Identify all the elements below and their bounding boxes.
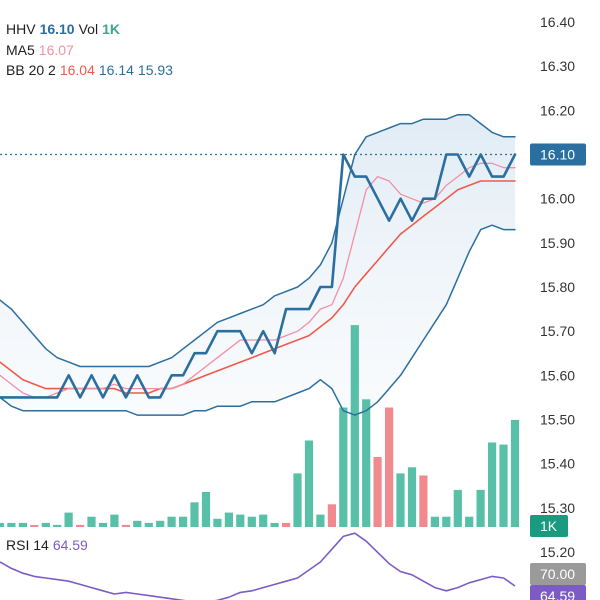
axis-tick-label: 15.60 bbox=[540, 367, 575, 383]
rsi-line bbox=[0, 532, 516, 600]
axis-tick-label: 15.90 bbox=[540, 235, 575, 251]
volume-bar bbox=[270, 522, 279, 527]
volume-bar bbox=[18, 522, 27, 527]
rsi-value-badge: 64.59 bbox=[530, 585, 586, 600]
volume-bar bbox=[41, 522, 50, 527]
legend-ma-value: 16.07 bbox=[38, 42, 74, 58]
price-badge: 16.10 bbox=[530, 143, 586, 166]
legend-vol-label: Vol bbox=[78, 21, 99, 37]
axis-tick-label: 16.30 bbox=[540, 58, 575, 74]
volume-bar bbox=[407, 467, 417, 527]
axis-tick-label: 15.50 bbox=[540, 412, 575, 428]
bollinger-lower-line bbox=[0, 224, 516, 416]
volume-bar bbox=[442, 516, 451, 527]
volume-bar bbox=[396, 473, 405, 527]
volume-bar bbox=[293, 473, 302, 527]
volume-bar bbox=[98, 522, 108, 527]
volume-bar bbox=[190, 502, 199, 527]
volume-bar bbox=[465, 516, 474, 527]
rsi-value-badge-box bbox=[530, 585, 586, 600]
volume-bar bbox=[110, 514, 119, 527]
volume-bar bbox=[87, 516, 96, 527]
bollinger-upper-line bbox=[0, 113, 516, 368]
axis-tick-label: 15.20 bbox=[540, 544, 575, 560]
volume-badge: 1K bbox=[530, 515, 568, 537]
volume-bar bbox=[7, 522, 16, 527]
legend-ma-label: MA5 bbox=[6, 42, 35, 58]
volume-bar bbox=[236, 514, 245, 527]
volume-bar bbox=[213, 518, 222, 527]
axis-background bbox=[515, 0, 600, 600]
axis-tick-label: 16.00 bbox=[540, 191, 575, 207]
volume-bar bbox=[64, 512, 73, 527]
axis-badges: 16.10 1K 70.00 64.59 bbox=[530, 143, 586, 600]
volume-bar bbox=[224, 512, 233, 527]
volume-bar bbox=[133, 520, 142, 527]
volume-bars bbox=[0, 325, 520, 527]
volume-bar bbox=[362, 399, 371, 527]
volume-bar bbox=[327, 504, 336, 527]
legend-vol-value: 1K bbox=[102, 21, 120, 37]
volume-bar bbox=[385, 407, 394, 527]
volume-bar bbox=[179, 516, 188, 527]
bollinger-band-fill bbox=[0, 114, 515, 416]
rsi-level-badge-text: 70.00 bbox=[540, 566, 575, 582]
legend-last-price: 16.10 bbox=[39, 21, 75, 37]
axis-tick-label: 16.40 bbox=[540, 14, 575, 30]
price-line-group bbox=[0, 153, 517, 399]
volume-badge-text: 1K bbox=[540, 518, 558, 534]
volume-bar bbox=[373, 457, 382, 527]
rsi-level-badge-box bbox=[530, 563, 586, 585]
volume-bar bbox=[476, 489, 485, 527]
volume-bar bbox=[339, 407, 348, 527]
legend-row-bb: BB 20 2 16.04 16.14 15.93 bbox=[6, 62, 177, 78]
legend-bb-lower: 16.04 bbox=[59, 62, 95, 78]
volume-bar bbox=[30, 524, 39, 527]
axis-tick-label: 15.30 bbox=[540, 500, 575, 516]
legend-row-price: HHV 16.10 Vol 1K bbox=[6, 21, 124, 37]
volume-bar bbox=[453, 489, 462, 527]
legend-bb-upper: 15.93 bbox=[137, 62, 173, 78]
volume-bar bbox=[53, 524, 62, 527]
volume-bar bbox=[247, 516, 256, 527]
volume-bar bbox=[282, 522, 291, 527]
rsi-panel bbox=[0, 532, 516, 600]
volume-bar bbox=[259, 514, 268, 527]
legend-bb-label: BB 20 2 bbox=[6, 62, 56, 78]
legend-rsi-value: 64.59 bbox=[52, 537, 88, 553]
volume-bar bbox=[167, 516, 176, 527]
volume-bar bbox=[350, 325, 359, 527]
legend-rsi-label: RSI 14 bbox=[6, 537, 49, 553]
price-badge-box bbox=[530, 143, 586, 166]
volume-bar bbox=[430, 516, 439, 527]
volume-bar bbox=[510, 419, 520, 527]
volume-bar bbox=[316, 514, 325, 527]
legend-bb-mid: 16.14 bbox=[98, 62, 134, 78]
bollinger-band-lines bbox=[0, 113, 516, 416]
volume-bar bbox=[419, 475, 428, 527]
rsi-value-badge-text: 64.59 bbox=[540, 588, 575, 600]
volume-bar bbox=[488, 442, 497, 527]
volume-bar bbox=[201, 492, 211, 527]
volume-bar bbox=[144, 522, 153, 527]
axis-tick-label: 16.20 bbox=[540, 102, 575, 118]
volume-bar bbox=[499, 444, 508, 527]
volume-bar bbox=[0, 522, 5, 527]
rsi-level-badge: 70.00 bbox=[530, 563, 586, 585]
legend-symbol: HHV bbox=[6, 21, 36, 37]
price-line bbox=[0, 153, 517, 399]
axis-tick-label: 15.70 bbox=[540, 323, 575, 339]
volume-bar bbox=[76, 524, 85, 527]
volume-bar bbox=[304, 440, 314, 527]
axis-tick-label: 15.40 bbox=[540, 456, 575, 472]
axis-tick-label: 15.80 bbox=[540, 279, 575, 295]
volume-badge-box bbox=[530, 515, 568, 537]
volume-bar bbox=[121, 524, 130, 527]
price-badge-text: 16.10 bbox=[540, 147, 575, 163]
bollinger-fill-area bbox=[0, 114, 515, 416]
volume-bar bbox=[156, 520, 165, 527]
legend-row-rsi: RSI 14 64.59 bbox=[6, 537, 92, 553]
legend-row-ma: MA5 16.07 bbox=[6, 42, 78, 58]
